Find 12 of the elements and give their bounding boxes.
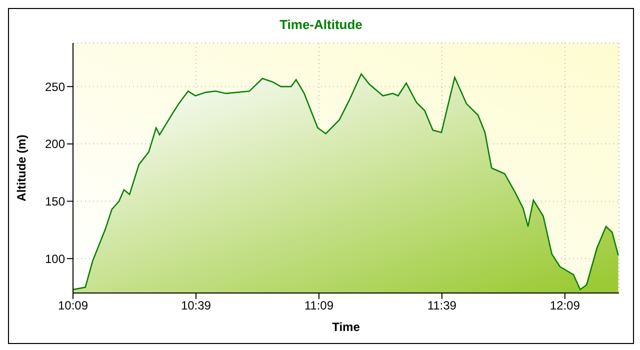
chart-title: Time-Altitude bbox=[278, 17, 364, 34]
x-tick-label: 10:39 bbox=[180, 298, 212, 313]
y-tick-label: 250 bbox=[44, 80, 66, 94]
y-tick-label: 200 bbox=[44, 137, 66, 152]
y-tick-label: 100 bbox=[44, 252, 66, 266]
x-tick-label: 10:09 bbox=[58, 298, 88, 313]
y-tick-label: 150 bbox=[44, 194, 66, 209]
x-tick-label: 11:39 bbox=[427, 298, 457, 313]
x-tick-label: 12:09 bbox=[550, 298, 580, 313]
x-tick-label: 11:09 bbox=[304, 298, 334, 313]
x-axis-title: Time bbox=[332, 320, 360, 334]
y-axis-title: Altitude (m) bbox=[14, 134, 28, 202]
